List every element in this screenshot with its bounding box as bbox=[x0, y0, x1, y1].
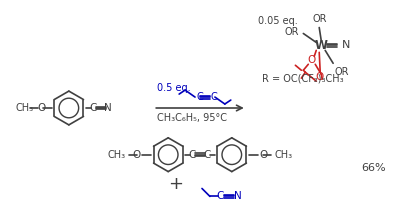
Text: CH₃: CH₃ bbox=[274, 150, 293, 160]
Text: CH₃C₆H₅, 95°C: CH₃C₆H₅, 95°C bbox=[157, 113, 227, 123]
Text: R = OC(CF₂)₃CH₃: R = OC(CF₂)₃CH₃ bbox=[262, 73, 343, 83]
Text: O: O bbox=[307, 55, 316, 65]
Text: C: C bbox=[203, 150, 211, 160]
Text: 66%: 66% bbox=[362, 163, 386, 173]
Text: O: O bbox=[37, 103, 45, 113]
Text: C: C bbox=[89, 103, 96, 113]
Text: CH₃: CH₃ bbox=[15, 103, 33, 113]
Text: W: W bbox=[315, 39, 328, 52]
Text: N: N bbox=[104, 103, 112, 113]
Text: N: N bbox=[234, 191, 242, 201]
Text: O: O bbox=[315, 72, 323, 82]
Text: OR: OR bbox=[285, 28, 299, 37]
Text: O: O bbox=[132, 150, 140, 160]
Text: CH₃: CH₃ bbox=[107, 150, 126, 160]
Text: 0.5 eq.: 0.5 eq. bbox=[157, 83, 191, 93]
Text: C: C bbox=[196, 92, 203, 102]
Text: C: C bbox=[188, 150, 196, 160]
Text: O: O bbox=[260, 150, 268, 160]
Text: +: + bbox=[168, 175, 183, 194]
Text: C: C bbox=[216, 191, 224, 201]
Text: 0.05 eq.: 0.05 eq. bbox=[258, 15, 297, 26]
Text: N: N bbox=[342, 40, 350, 50]
Text: OR: OR bbox=[313, 14, 328, 24]
Text: C: C bbox=[211, 92, 218, 102]
Text: OR: OR bbox=[334, 67, 349, 77]
